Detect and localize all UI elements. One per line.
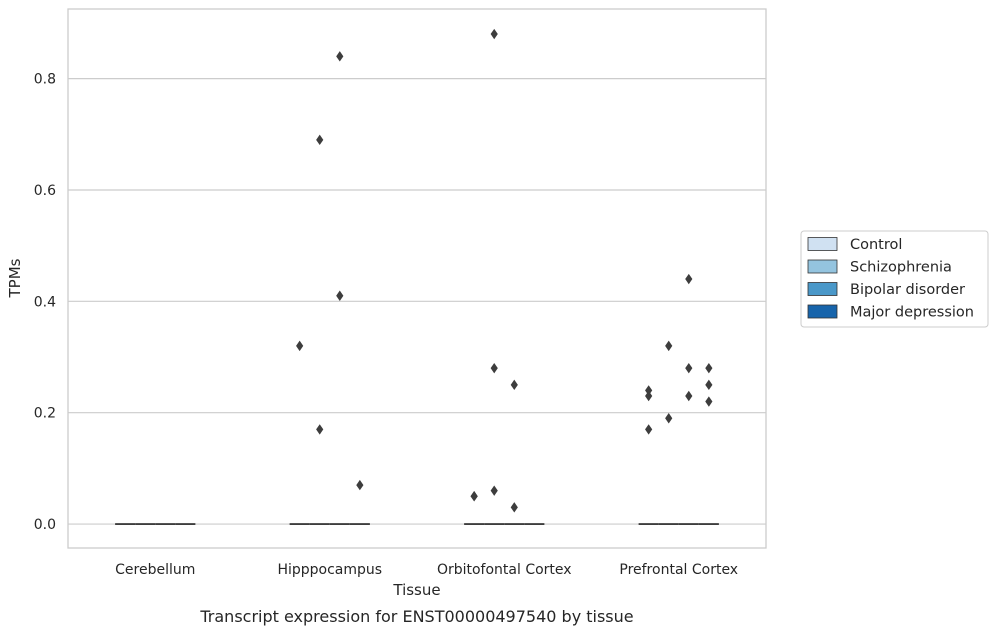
outlier-point — [645, 424, 653, 435]
outlier-point — [490, 485, 498, 496]
outlier-point — [296, 340, 304, 352]
x-tick-label: Cerebellum — [115, 562, 195, 578]
outlier-point — [490, 28, 498, 40]
outlier-point — [336, 290, 344, 301]
y-tick-label: 0.8 — [34, 72, 56, 88]
y-tick-label: 0.2 — [34, 406, 56, 422]
outlier-points — [296, 28, 713, 513]
legend: Control Schizophrenia Bipolar disorder Majo… — [800, 230, 989, 328]
chart-caption: Transcript expression for ENST0000049754… — [199, 607, 633, 626]
outlier-point — [336, 51, 344, 62]
outlier-point — [316, 134, 324, 146]
outlier-point — [490, 362, 498, 374]
legend-label: Control — [850, 237, 902, 253]
outlier-point — [705, 362, 713, 374]
legend-swatch — [807, 304, 838, 319]
outlier-point — [705, 396, 713, 407]
outlier-point — [645, 385, 653, 396]
legend-label: Bipolar disorder — [850, 282, 965, 298]
x-tick-label: Hipppocampus — [277, 562, 382, 578]
outlier-point — [316, 424, 324, 435]
legend-swatch — [807, 259, 838, 274]
legend-label: Schizophrenia — [850, 260, 952, 276]
outlier-point — [510, 502, 518, 513]
legend-frame — [800, 230, 989, 328]
outlier-point — [470, 491, 478, 502]
y-axis-ticks: 0.0 0.2 0.4 0.6 0.8 — [34, 72, 56, 533]
outlier-point — [665, 340, 673, 352]
legend-swatch — [807, 237, 838, 251]
outlier-point — [665, 413, 673, 424]
legend-swatch — [807, 282, 838, 296]
outlier-point — [510, 379, 518, 391]
grid-lines — [68, 78, 766, 525]
x-tick-label: Orbitofontal Cortex — [437, 562, 572, 578]
outlier-point — [685, 390, 693, 402]
outlier-point — [705, 379, 713, 391]
plot-area-frame — [67, 8, 767, 549]
outlier-point — [685, 362, 693, 374]
outlier-point — [685, 273, 693, 285]
y-tick-label: 0.6 — [34, 183, 56, 199]
y-tick-label: 0.0 — [34, 517, 56, 533]
outlier-point — [645, 390, 653, 402]
y-tick-label: 0.4 — [34, 294, 56, 310]
x-axis-ticks: Cerebellum Hipppocampus Orbitofontal Corte… — [115, 562, 738, 578]
y-axis-label: TPMs — [6, 258, 24, 298]
legend-label: Major depression — [850, 305, 974, 321]
x-tick-label: Prefrontal Cortex — [619, 562, 738, 578]
outlier-point — [356, 479, 364, 491]
x-axis-label: Tissue — [392, 581, 440, 599]
